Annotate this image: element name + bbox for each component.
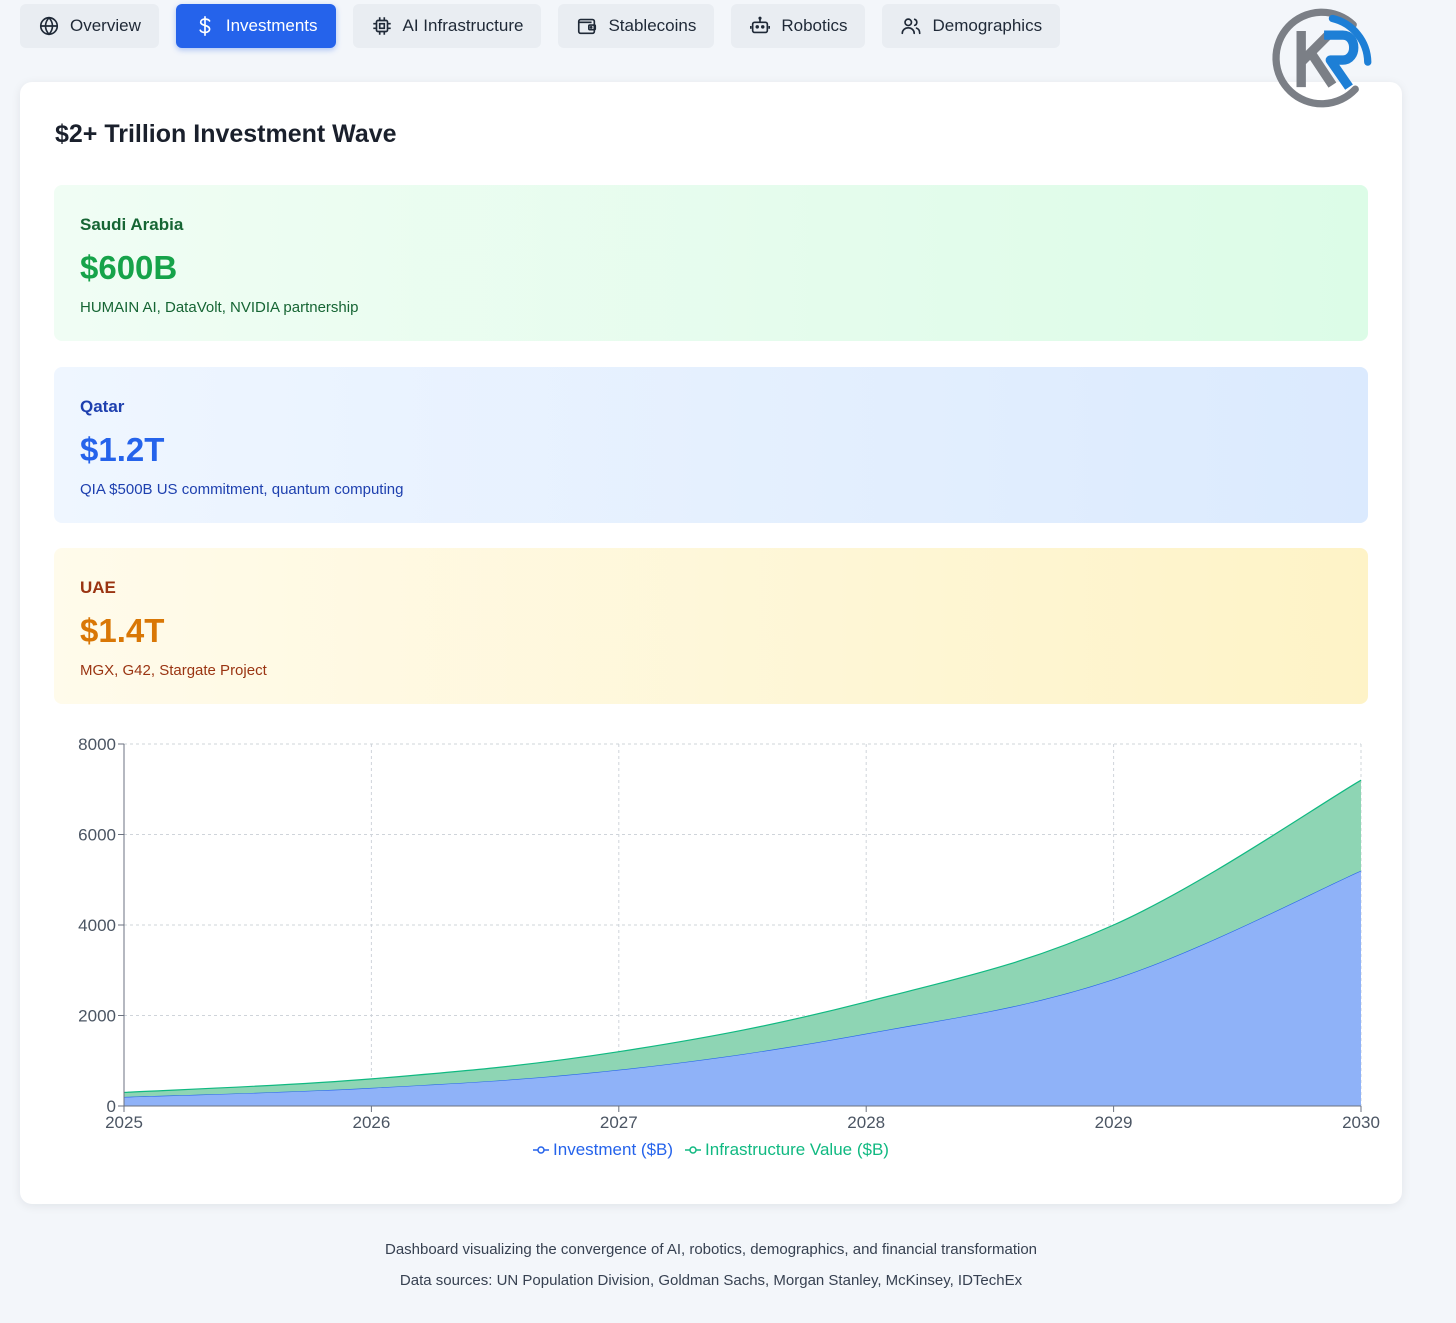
- region-card-saudi-arabia: Saudi Arabia $600B HUMAIN AI, DataVolt, …: [54, 185, 1368, 341]
- area-series-1: [124, 780, 1361, 1097]
- y-tick-label: 2000: [78, 1007, 116, 1026]
- tab-ai-infrastructure[interactable]: AI Infrastructure: [352, 4, 542, 48]
- legend-item-infrastructure[interactable]: Infrastructure Value ($B): [685, 1140, 889, 1160]
- x-tick-label: 2028: [847, 1113, 885, 1132]
- cpu-icon: [372, 17, 391, 35]
- region-card-qatar: Qatar $1.2T QIA $500B US commitment, qua…: [54, 367, 1368, 523]
- legend-label: Investment ($B): [553, 1140, 674, 1159]
- y-tick-label: 4000: [78, 916, 116, 935]
- region-amount: $1.4T: [80, 612, 165, 649]
- region-name: Qatar: [80, 397, 125, 416]
- tab-label: AI Infrastructure: [402, 16, 524, 35]
- tab-label: Overview: [70, 16, 141, 35]
- x-tick-label: 2029: [1095, 1113, 1133, 1132]
- y-tick-label: 8000: [78, 735, 116, 754]
- region-amount: $600B: [80, 249, 178, 286]
- wallet-icon: [578, 18, 597, 35]
- users-icon: [901, 18, 922, 35]
- x-tick-label: 2027: [600, 1113, 638, 1132]
- dollar-icon: [199, 16, 211, 36]
- tab-demographics[interactable]: Demographics: [882, 4, 1061, 48]
- tab-label: Stablecoins: [608, 16, 697, 35]
- tab-label: Robotics: [781, 16, 848, 35]
- region-name: UAE: [80, 578, 116, 597]
- x-tick-label: 2026: [352, 1113, 390, 1132]
- globe-icon: [39, 16, 59, 36]
- section-title: $2+ Trillion Investment Wave: [55, 120, 397, 148]
- chart-legend: Investment ($B) Infrastructure Value ($B…: [20, 1140, 1402, 1160]
- footer-description: Dashboard visualizing the convergence of…: [384, 1241, 1038, 1258]
- area-series-0: [124, 870, 1361, 1106]
- region-name: Saudi Arabia: [80, 215, 184, 234]
- y-tick-label: 6000: [78, 826, 116, 845]
- region-description: QIA $500B US commitment, quantum computi…: [80, 481, 404, 498]
- legend-line-icon: [533, 1146, 550, 1154]
- tab-overview[interactable]: Overview: [20, 4, 159, 48]
- tab-bar: Overview Investments AI Infrastructure S…: [20, 4, 1061, 48]
- investments-card: $2+ Trillion Investment Wave Saudi Arabi…: [20, 82, 1402, 1204]
- tab-label: Demographics: [932, 16, 1043, 35]
- x-tick-label: 2025: [105, 1113, 143, 1132]
- tab-investments[interactable]: Investments: [175, 4, 336, 48]
- y-tick-label: 0: [107, 1097, 116, 1116]
- robot-icon: [750, 16, 771, 34]
- legend-label: Infrastructure Value ($B): [705, 1140, 889, 1159]
- investment-area-chart: 0 2000 4000 6000 8000 2025 2026 2027 2028 2029 203…: [78, 735, 1380, 1132]
- legend-line-icon: [685, 1146, 702, 1154]
- tab-stablecoins[interactable]: Stablecoins: [558, 4, 715, 48]
- kr-logo-icon: [1272, 8, 1372, 108]
- line-series-1: [123, 779, 1362, 1094]
- footer-sources: Data sources: UN Population Division, Go…: [399, 1272, 1023, 1289]
- region-amount: $1.2T: [80, 431, 165, 468]
- region-description: MGX, G42, Stargate Project: [80, 662, 267, 679]
- region-card-uae: UAE $1.4T MGX, G42, Stargate Project: [54, 548, 1368, 704]
- tab-label: Investments: [225, 16, 318, 35]
- legend-item-investment[interactable]: Investment ($B): [533, 1140, 673, 1160]
- tab-robotics[interactable]: Robotics: [731, 4, 866, 48]
- x-tick-label: 2030: [1342, 1113, 1380, 1132]
- region-description: HUMAIN AI, DataVolt, NVIDIA partnership: [80, 299, 359, 316]
